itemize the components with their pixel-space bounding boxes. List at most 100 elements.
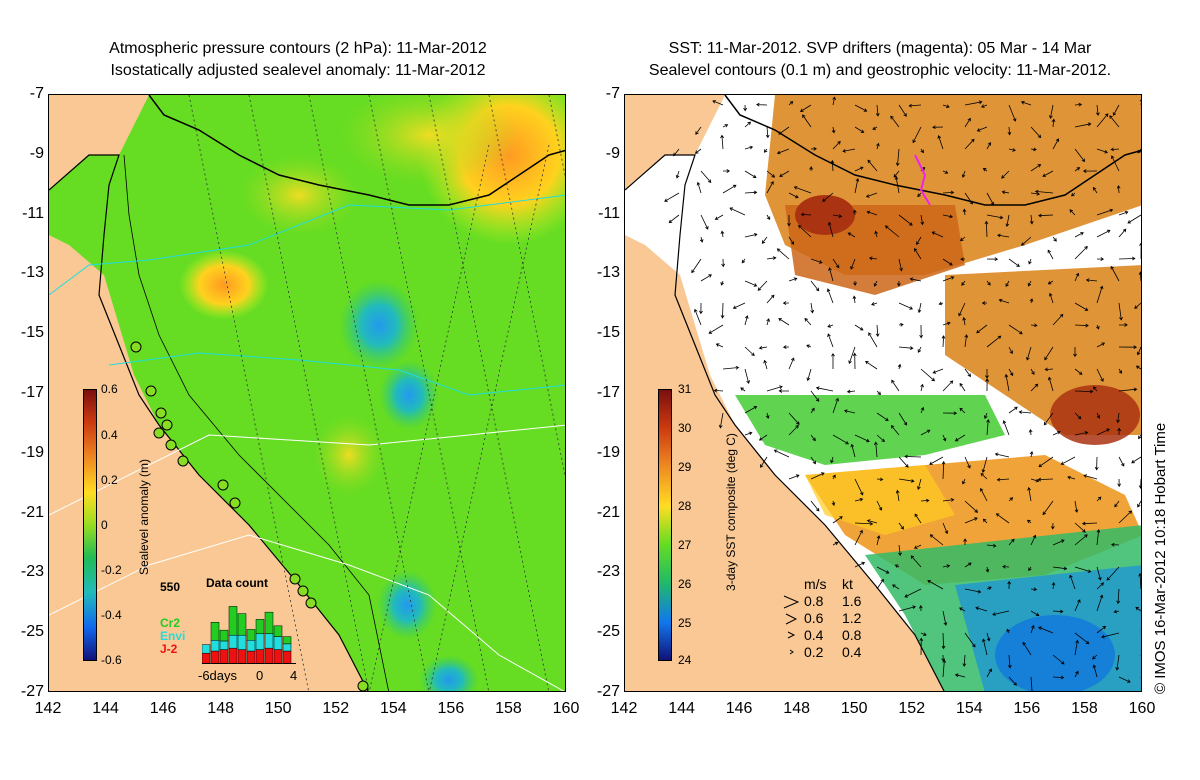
velocity-arrow — [898, 214, 913, 226]
velocity-arrow — [1138, 434, 1141, 440]
right-y-tick-3: -13 — [596, 264, 620, 282]
velocity-arrow — [741, 258, 746, 264]
velocity-arrow — [744, 170, 757, 178]
velocity-arrow — [986, 214, 1004, 220]
velocity-arrow — [898, 478, 915, 483]
velocity-arrow — [721, 258, 726, 268]
velocity-arrow — [798, 224, 812, 238]
velocity-arrow — [895, 148, 900, 167]
velocity-arrow — [1092, 186, 1098, 194]
data-count-bar-cr2-1 — [210, 621, 220, 641]
velocity-arrow — [732, 302, 746, 309]
cold-anomaly-c — [339, 280, 419, 370]
velocity-arrow — [1047, 280, 1054, 285]
right-x-tick-6: 154 — [955, 700, 983, 717]
velocity-arrow — [1074, 670, 1079, 678]
velocity-arrow — [986, 192, 995, 206]
warm-anomaly-c — [314, 415, 384, 495]
velocity-arrow — [699, 236, 704, 243]
velocity-arrow — [1074, 412, 1082, 420]
velocity-arrow — [1118, 510, 1133, 524]
ocean-anomaly-field — [49, 95, 565, 691]
velocity-arrow — [1052, 654, 1065, 665]
velocity-arrow — [1021, 236, 1032, 246]
velocity-arrow — [700, 274, 712, 282]
velocity-arrow — [832, 541, 839, 546]
velocity-arrow — [985, 369, 989, 379]
velocity-arrow — [942, 380, 954, 392]
warm-anomaly-w — [179, 250, 269, 320]
velocity-arrow — [720, 302, 725, 319]
tide-gauge-markers — [130, 341, 369, 691]
velocity-arrow — [700, 214, 709, 230]
velocity-arrow — [1101, 632, 1120, 639]
right-y-tick-9: -25 — [596, 623, 620, 641]
velocity-arrow — [1028, 258, 1032, 265]
velocity-arrow — [1096, 496, 1102, 502]
right-y-tick-8: -23 — [596, 563, 620, 581]
velocity-arrow — [1074, 148, 1086, 163]
velocity-arrow — [700, 170, 712, 183]
velocity-arrow — [1140, 677, 1141, 678]
velocity-arrow — [1092, 654, 1098, 660]
pressure-contour-2 — [108, 352, 565, 396]
velocity-arrow — [964, 632, 976, 648]
left-y-tick-3: -13 — [20, 264, 44, 282]
velocity-arrow — [897, 363, 902, 370]
velocity-arrow — [1074, 323, 1089, 328]
velocity-arrow — [1042, 170, 1054, 177]
velocity-arrow — [898, 258, 903, 272]
velocity-arrow — [920, 406, 925, 414]
velocity-arrow — [1030, 478, 1040, 483]
velocity-arrow — [1008, 368, 1014, 377]
velocity-arrow — [1067, 475, 1076, 480]
velocity-arrow — [1140, 566, 1141, 567]
velocity-arrow — [1116, 412, 1120, 424]
velocity-arrow — [942, 321, 951, 326]
velocity-arrow — [975, 606, 988, 612]
velocity-arrow — [1140, 127, 1141, 128]
velocity-arrow — [1085, 278, 1098, 283]
velocity-arrow — [1138, 271, 1141, 282]
velocity-arrow — [1008, 497, 1014, 502]
velocity-arrow — [980, 104, 988, 108]
velocity-arrow — [986, 335, 1002, 348]
velocity-arrow — [942, 498, 955, 502]
velocity-arrow — [976, 324, 988, 334]
velocity-arrow — [802, 114, 812, 128]
sealevel-cb-tick-4: -0.2 — [101, 563, 122, 577]
velocity-arrow — [890, 425, 900, 436]
velocity-arrow — [964, 192, 973, 205]
velocity-arrow — [876, 434, 885, 443]
velocity-arrow — [832, 140, 841, 150]
velocity-arrow — [1118, 368, 1122, 374]
velocity-arrow — [920, 214, 925, 226]
data-count-bar-envi-0 — [202, 644, 211, 654]
velocity-legend-row-1-ms: 0.6 — [804, 610, 824, 626]
velocity-arrow — [722, 124, 729, 128]
velocity-arrow — [1044, 367, 1054, 372]
velocity-arrow — [1038, 626, 1054, 634]
data-count-max-label: 550 — [160, 580, 181, 594]
velocity-arrow — [872, 126, 878, 130]
data-count-bar-j-2-7 — [264, 647, 274, 664]
right-x-tick-5: 152 — [898, 700, 926, 717]
velocity-arrow — [763, 148, 768, 153]
velocity-arrow — [854, 497, 864, 502]
velocity-arrow — [1071, 192, 1076, 197]
velocity-arrow — [929, 456, 944, 465]
velocity-arrow — [917, 346, 922, 353]
velocity-arrow — [962, 654, 967, 667]
velocity-arrow — [1048, 292, 1054, 304]
velocity-arrow — [1030, 534, 1037, 546]
velocity-arrow — [850, 443, 856, 458]
velocity-arrow — [675, 170, 680, 179]
velocity-arrow — [744, 406, 758, 414]
data-count-axis-start: -6days — [198, 668, 238, 683]
sealevel-anomaly-map-graphic — [49, 95, 565, 691]
velocity-arrow — [986, 543, 997, 548]
imos-credit: © IMOS 16-Mar-2012 10:18 Hobart Time — [1152, 422, 1169, 694]
velocity-arrow — [942, 170, 949, 174]
velocity-arrow — [914, 513, 922, 524]
velocity-arrow — [1002, 564, 1010, 569]
